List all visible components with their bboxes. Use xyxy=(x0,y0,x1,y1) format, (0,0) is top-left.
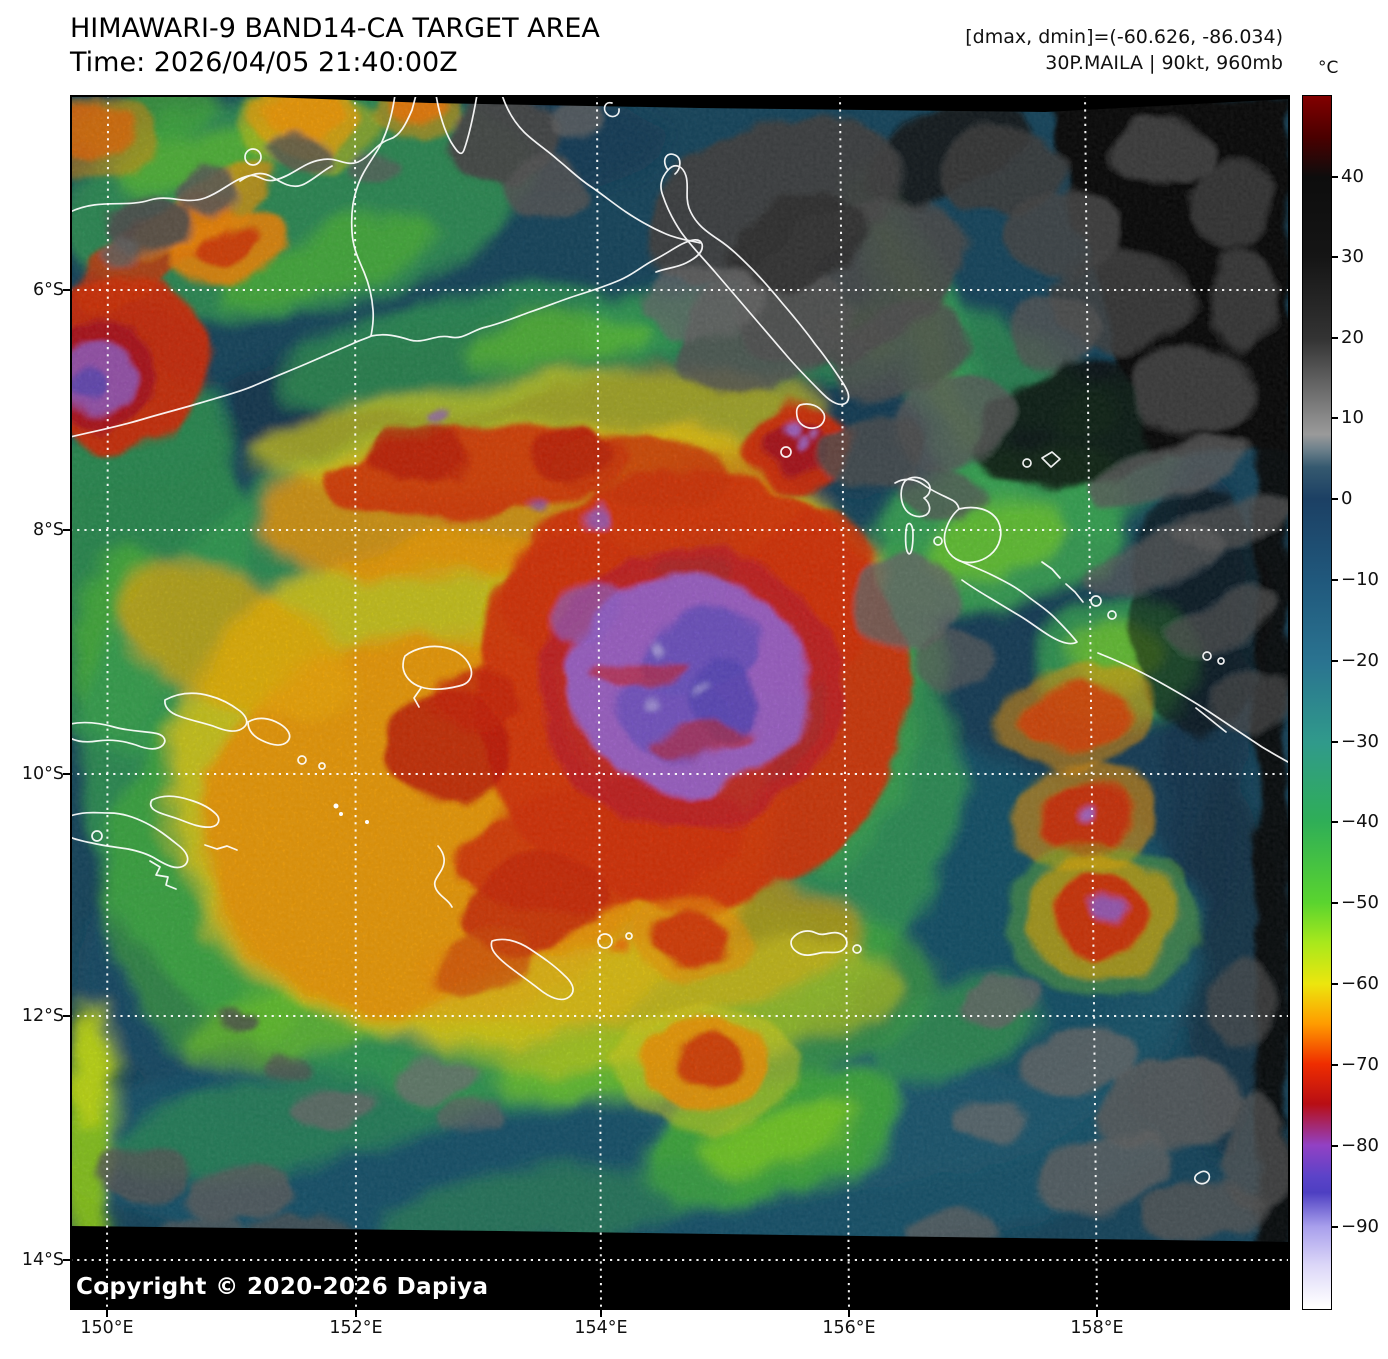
colorbar-tick xyxy=(1332,337,1338,339)
lon-tick-label: 150°E xyxy=(80,1318,134,1338)
satellite-map xyxy=(70,95,1290,1310)
lat-tick-label: 12°S xyxy=(21,1006,64,1026)
axis-tick xyxy=(63,289,70,291)
graticule xyxy=(70,95,1290,1310)
annotation-block: [dmax, dmin]=(-60.626, -86.034) 30P.MAIL… xyxy=(965,24,1283,76)
colorbar-tick-label: 0 xyxy=(1341,488,1353,509)
colorbar-tick xyxy=(1332,1145,1338,1147)
colorbar-tick-label: 30 xyxy=(1341,246,1364,267)
colorbar-tick-label: 10 xyxy=(1341,407,1364,428)
axis-tick xyxy=(63,1259,70,1261)
lon-tick-label: 158°E xyxy=(1070,1318,1124,1338)
lon-tick-label: 156°E xyxy=(822,1318,876,1338)
colorbar-tick xyxy=(1332,902,1338,904)
swath-bottom-edge xyxy=(70,1226,1290,1310)
colorbar-tick-label: −40 xyxy=(1341,811,1379,832)
axis-tick xyxy=(63,1015,70,1017)
colorbar-tick-label: −80 xyxy=(1341,1135,1379,1156)
page-title: HIMAWARI-9 BAND14-CA TARGET AREA xyxy=(70,13,600,44)
colorbar-tick-label: −70 xyxy=(1341,1054,1379,1075)
plot-frame xyxy=(70,95,1290,1310)
lat-tick-label: 8°S xyxy=(33,520,64,540)
lon-tick-label: 152°E xyxy=(329,1318,383,1338)
colorbar xyxy=(1302,95,1332,1310)
lat-tick-label: 14°S xyxy=(21,1250,64,1270)
axis-tick xyxy=(63,529,70,531)
time-label: Time: 2026/04/05 21:40:00Z xyxy=(70,47,458,78)
axis-tick xyxy=(600,1310,602,1317)
colorbar-tick-label: 40 xyxy=(1341,166,1364,187)
axis-tick xyxy=(355,1310,357,1317)
colorbar-tick-label: −20 xyxy=(1341,650,1379,671)
storm-info-label: 30P.MAILA | 90kt, 960mb xyxy=(1045,52,1283,74)
colorbar-tick xyxy=(1332,660,1338,662)
colorbar-tick-label: 20 xyxy=(1341,327,1364,348)
colorbar-tick xyxy=(1332,417,1338,419)
lat-tick-label: 10°S xyxy=(21,764,64,784)
coastlines xyxy=(70,95,1289,1185)
axis-tick xyxy=(63,773,70,775)
small-island-dots xyxy=(333,803,369,824)
dmax-dmin-label: [dmax, dmin]=(-60.626, -86.034) xyxy=(965,26,1283,48)
axis-tick xyxy=(106,1310,108,1317)
axis-tick xyxy=(848,1310,850,1317)
colorbar-gradient xyxy=(1303,96,1331,1309)
colorbar-tick xyxy=(1332,983,1338,985)
colorbar-tick xyxy=(1332,1226,1338,1228)
axis-tick xyxy=(1096,1310,1098,1317)
swath-top-edge xyxy=(240,95,1290,112)
satellite-image xyxy=(70,95,1290,1310)
colorbar-tick xyxy=(1332,1064,1338,1066)
colorbar-tick-label: −30 xyxy=(1341,731,1379,752)
lon-tick-label: 154°E xyxy=(574,1318,628,1338)
copyright-label: Copyright © 2020-2026 Dapiya xyxy=(76,1274,489,1300)
colorbar-tick-label: −60 xyxy=(1341,973,1379,994)
colorbar-unit-label: °C xyxy=(1318,58,1339,78)
lat-tick-label: 6°S xyxy=(33,280,64,300)
colorbar-tick xyxy=(1332,256,1338,258)
colorbar-tick-label: −90 xyxy=(1341,1216,1379,1237)
header-block: HIMAWARI-9 BAND14-CA TARGET AREA Time: 2… xyxy=(70,12,600,80)
noise-overlay-light xyxy=(70,95,1290,1310)
colorbar-tick-label: −10 xyxy=(1341,569,1379,590)
colorbar-tick xyxy=(1332,741,1338,743)
colorbar-tick xyxy=(1332,579,1338,581)
colorbar-tick xyxy=(1332,498,1338,500)
colorbar-tick-label: −50 xyxy=(1341,892,1379,913)
colorbar-tick xyxy=(1332,821,1338,823)
colorbar-tick xyxy=(1332,176,1338,178)
